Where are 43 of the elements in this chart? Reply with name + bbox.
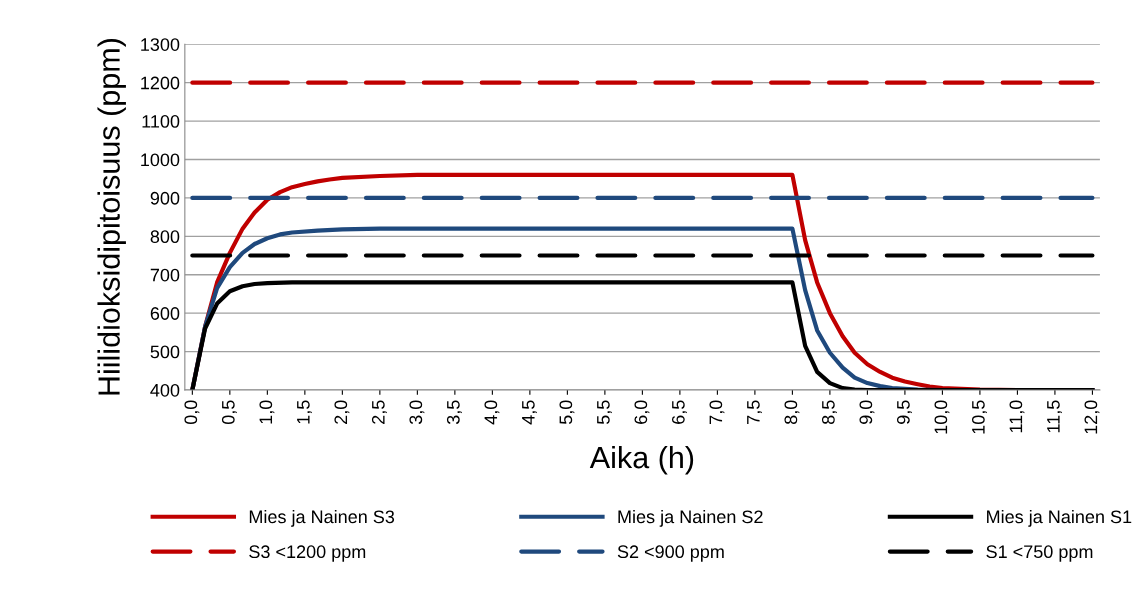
- x-tick-label: 12,0: [1084, 400, 1100, 434]
- x-tick-label: 5,5: [597, 400, 612, 425]
- x-tick-label: 9,0: [859, 400, 875, 424]
- x-tick-label: 8,5: [821, 400, 837, 425]
- legend-label: Mies ja Nainen S1: [987, 509, 1132, 527]
- x-tick-label: 2,0: [334, 400, 350, 424]
- legend-label: S3 <1200 ppm: [249, 545, 366, 562]
- x-tick-label: 3,0: [409, 400, 425, 425]
- x-tick-label: 8,0: [784, 400, 800, 425]
- x-tick-label: 7,5: [747, 400, 762, 424]
- y-tick-label: 800: [150, 230, 180, 244]
- x-tick-label: 10,0: [934, 400, 950, 434]
- x-tick-label: 0,0: [184, 400, 200, 425]
- y-tick-label: 500: [150, 345, 180, 359]
- legend-label: S1 <750 ppm: [986, 545, 1093, 562]
- x-tick-label: 6,5: [671, 400, 687, 424]
- x-tick-label: 0,5: [221, 400, 237, 425]
- y-tick-label: 700: [150, 268, 180, 282]
- x-axis-title: Aika (h): [589, 445, 694, 475]
- y-tick-label: 1300: [141, 38, 180, 51]
- x-tick-label: 4,5: [522, 400, 537, 425]
- y-tick-label: 600: [150, 307, 180, 320]
- legend-label: S2 <900 ppm: [617, 545, 724, 562]
- x-tick-label: 5,0: [559, 400, 575, 425]
- x-tick-label: 4,0: [484, 400, 500, 425]
- y-tick-label: 400: [150, 383, 180, 397]
- x-tick-label: 11,0: [1009, 400, 1025, 433]
- y-tick-label: 900: [150, 191, 180, 205]
- y-axis-title: Hiilidioksidipitoisuus (ppm): [97, 39, 126, 395]
- y-tick-label: 1100: [142, 115, 180, 128]
- x-tick-label: 10,5: [971, 400, 987, 434]
- x-tick-label: 9,5: [896, 400, 912, 424]
- legend-label: Mies ja Nainen S2: [618, 509, 763, 527]
- legend-label: Mies ja Nainen S3: [249, 509, 395, 527]
- x-tick-label: 1,5: [297, 400, 312, 424]
- y-tick-label: 1000: [141, 153, 180, 167]
- x-tick-label: 6,0: [634, 400, 650, 424]
- x-tick-label: 2,5: [371, 400, 387, 424]
- x-tick-label: 11,5: [1047, 400, 1062, 433]
- y-tick-label: 1200: [141, 76, 180, 90]
- x-tick-label: 3,5: [446, 400, 462, 425]
- x-tick-label: 7,0: [709, 400, 725, 424]
- x-tick-label: 1,0: [259, 400, 275, 424]
